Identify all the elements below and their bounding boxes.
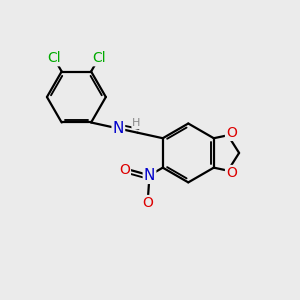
Text: H: H	[132, 118, 141, 128]
Text: O: O	[226, 126, 237, 140]
Text: N: N	[113, 121, 124, 136]
Text: Cl: Cl	[47, 51, 61, 65]
Text: Cl: Cl	[92, 51, 106, 65]
Text: O: O	[119, 163, 130, 177]
Text: O: O	[226, 166, 237, 180]
Text: N: N	[144, 168, 155, 183]
Text: O: O	[142, 196, 154, 210]
